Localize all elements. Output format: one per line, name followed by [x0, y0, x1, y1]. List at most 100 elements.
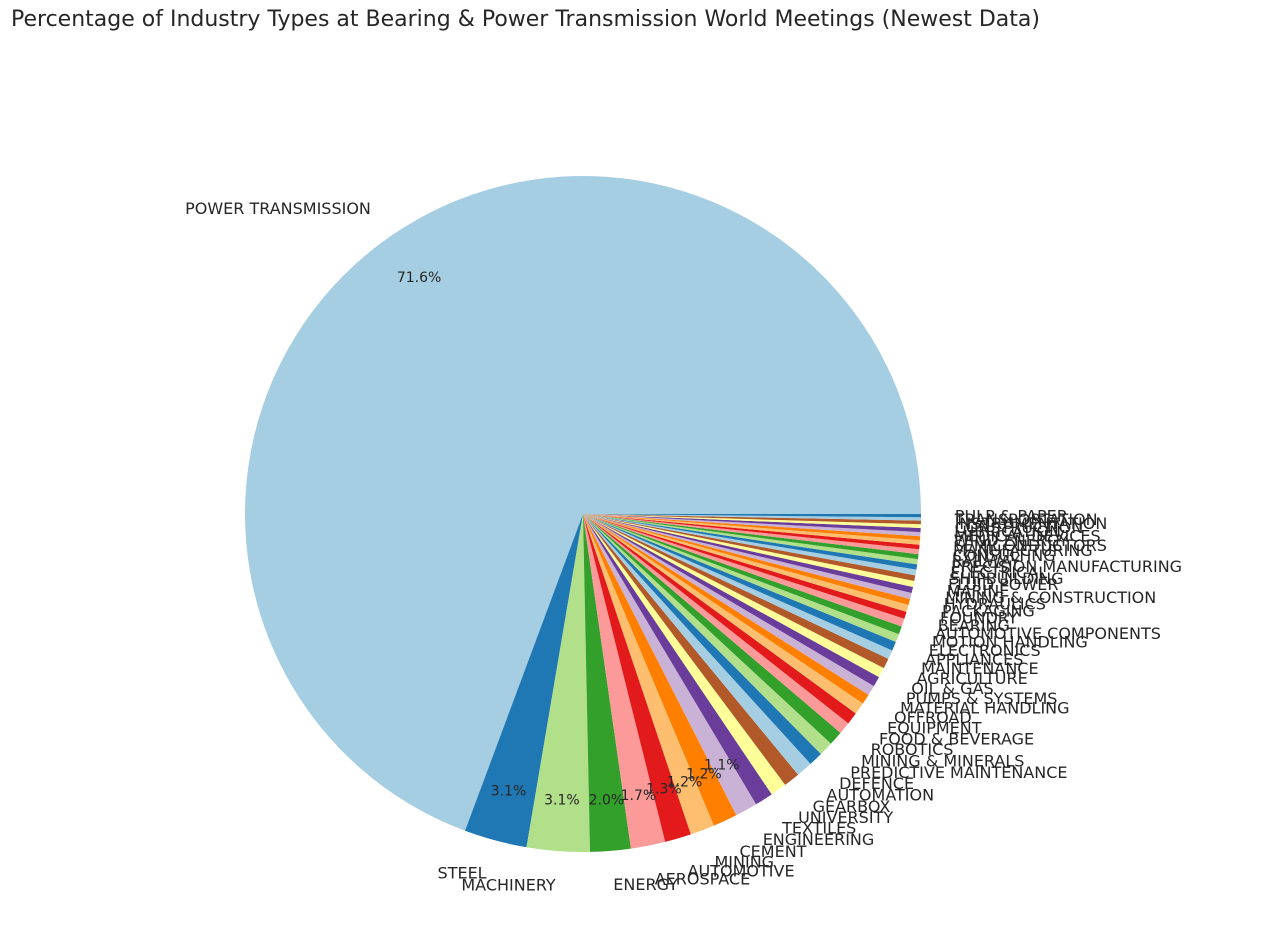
slice-label-33: MINING & CONSTRUCTION	[945, 588, 1156, 607]
slice-label-12: AUTOMATION	[827, 785, 935, 804]
pie-slice-5	[583, 514, 691, 842]
pie-slice-14	[583, 514, 831, 755]
pie-slice-23	[583, 514, 889, 669]
slice-label-49: PULP & PAPER	[955, 506, 1068, 525]
slice-label-19: OFFROAD	[894, 708, 972, 727]
slice-label-38: PRECISION MANUFACTURING	[951, 557, 1182, 576]
slice-label-48: TRANSPORTATION	[954, 510, 1098, 529]
slice-label-2: MACHINERY	[461, 875, 556, 894]
slice-label-40: CONSULTING	[953, 546, 1056, 565]
pie-slice-18	[583, 514, 863, 714]
pie-slice-44	[583, 514, 921, 537]
slice-label-6: MINING	[715, 852, 775, 871]
slice-label-28: AUTOMOTIVE COMPONENTS	[935, 624, 1161, 643]
pie-slice-19	[583, 514, 869, 704]
slice-label-1: STEEL	[438, 864, 487, 883]
pie-slice-21	[583, 514, 880, 687]
slice-percent-5: 1.3%	[646, 782, 682, 798]
slice-label-47: INSTRUMENTATION	[955, 514, 1108, 533]
pie-slice-22	[583, 514, 884, 678]
slice-label-20: MATERIAL HANDLING	[900, 699, 1069, 718]
pie-slice-31	[583, 514, 911, 605]
slice-label-44: MEDICAL DEVICES	[954, 527, 1101, 546]
pie-labels: POWER TRANSMISSION 71.6% STEEL 3.1% MACHINER…	[185, 199, 1182, 894]
slice-label-46: CONSTRUCTION	[955, 518, 1084, 537]
slice-percent-1: 3.1%	[491, 784, 527, 800]
pie-slice-40	[583, 514, 920, 555]
pie-slice-30	[583, 514, 909, 612]
pie-slice-10	[583, 514, 786, 795]
slice-label-30: FOUNDRY	[940, 608, 1018, 627]
slice-percent-3: 2.0%	[589, 792, 625, 808]
slice-percent-0: 71.6%	[397, 270, 441, 286]
slice-label-26: ELECTRONICS	[929, 641, 1041, 660]
pie-slice-0	[244, 176, 922, 831]
pie-slice-11	[583, 514, 799, 785]
pie-slice-45	[583, 514, 921, 533]
pie-slice-43	[583, 514, 921, 541]
slice-percent-2: 3.1%	[544, 793, 580, 809]
slice-label-42: SEMICONDUCTORS	[954, 536, 1107, 555]
slice-label-45: LUBRICATION	[954, 522, 1061, 541]
slice-label-22: OIL & GAS	[911, 679, 993, 698]
slice-label-32: HYDRAULICS	[944, 595, 1046, 614]
chart-title: Percentage of Industry Types at Bearing …	[11, 7, 1040, 32]
pie-slice-8	[583, 514, 757, 816]
pie-slice-27	[583, 514, 902, 635]
pie-slice-16	[583, 514, 849, 733]
pie-slice-17	[583, 514, 856, 724]
slice-label-3: ENERGY	[613, 875, 678, 894]
pie-slice-3	[583, 514, 631, 852]
slice-label-5: AUTOMOTIVE	[688, 861, 795, 880]
pie-slice-9	[583, 514, 772, 805]
slice-label-29: BEARING	[938, 616, 1010, 635]
pie-slice-13	[583, 514, 821, 764]
slice-label-31: PACKAGING	[942, 601, 1035, 620]
pie-slice-12	[583, 514, 811, 775]
slice-label-37: ELECTRICAL	[950, 563, 1047, 582]
slice-label-9: TEXTILES	[781, 819, 856, 838]
slice-label-17: FOOD & BEVERAGE	[879, 729, 1034, 748]
slice-label-16: ROBOTICS	[871, 740, 954, 759]
pie-slice-37	[583, 514, 918, 570]
pie-slice-48	[583, 514, 921, 521]
slice-label-34: MARINE	[947, 582, 1010, 601]
pie-slice-6	[583, 514, 714, 835]
slice-label-0: POWER TRANSMISSION	[185, 199, 371, 218]
pie-slice-26	[583, 514, 899, 642]
pie-slice-34	[583, 514, 915, 588]
slice-label-11: GEARBOX	[813, 797, 891, 816]
pie-slice-42	[583, 514, 920, 545]
slice-label-15: MINING & MINERALS	[861, 751, 1024, 770]
slice-label-8: ENGINEERING	[763, 830, 875, 849]
pie-slice-32	[583, 514, 912, 600]
pie-slice-33	[583, 514, 914, 594]
slice-label-39: RAILWAY	[952, 551, 1020, 570]
slice-label-36: SHIPBUILDING	[949, 569, 1063, 588]
pie-slice-47	[583, 514, 921, 525]
slice-label-25: APPLIANCES	[925, 650, 1023, 669]
pie-slice-1	[465, 514, 583, 848]
pie-slice-2	[526, 514, 590, 853]
pie-slice-7	[583, 514, 737, 826]
slice-label-27: MOTION HANDLING	[932, 633, 1088, 652]
slice-label-7: CEMENT	[740, 842, 807, 861]
slice-label-43: WIND ENERGY	[954, 531, 1069, 550]
slice-label-21: PUMPS & SYSTEMS	[906, 689, 1058, 708]
pie-slice-29	[583, 514, 907, 619]
pie-slices	[244, 176, 922, 853]
slice-label-23: AGRICULTURE	[917, 669, 1028, 688]
pie-slice-35	[583, 514, 916, 581]
slice-percent-8: 1.1%	[704, 758, 740, 774]
slice-label-41: MANUFACTURING	[953, 541, 1093, 560]
pie-slice-20	[583, 514, 874, 695]
slice-label-35: FLUID POWER	[948, 575, 1058, 594]
slice-percent-6: 1.2%	[667, 775, 703, 791]
slice-label-10: UNIVERSITY	[798, 808, 893, 827]
pie-slice-39	[583, 514, 919, 560]
pie-slice-38	[583, 514, 918, 565]
slice-percent-4: 1.7%	[621, 788, 657, 804]
slice-label-13: DEFENCE	[839, 774, 914, 793]
pie-slice-41	[583, 514, 920, 550]
